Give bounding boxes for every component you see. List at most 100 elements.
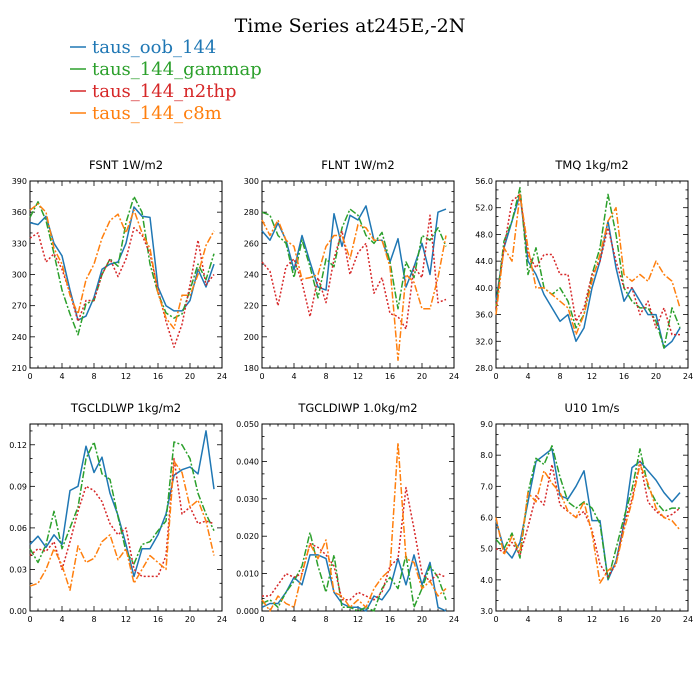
legend-label-taus-oob-144: taus_oob_144 — [92, 37, 216, 58]
series-line-taus-144-c8m — [29, 203, 215, 330]
series-line-taus-144-c8m — [261, 219, 447, 361]
y-tick-label: 240 — [12, 333, 27, 342]
y-tick-label: 300 — [244, 177, 259, 186]
panel-tgcldlwp: TGCLDLWP 1kg/m2 0 4 8 12 16 20 24 0.00 0.03 0.06 0.… — [9, 401, 227, 624]
y-tick-label: 32.0 — [475, 337, 493, 346]
x-tick-label: 20 — [651, 372, 661, 381]
y-tick-label: 0.06 — [9, 524, 27, 533]
x-tick-label: 0 — [27, 372, 32, 381]
x-tick-label: 20 — [417, 372, 427, 381]
x-tick-label: 16 — [385, 615, 395, 624]
x-tick-label: 8 — [557, 372, 562, 381]
x-tick-label: 24 — [683, 372, 693, 381]
y-tick-label: 44.0 — [475, 257, 493, 266]
panel-tmq: TMQ 1kg/m2 0 4 8 12 16 20 24 28.0 32.0 36.0 40.0 44.… — [475, 158, 693, 381]
y-tick-label: 0.030 — [236, 495, 259, 504]
x-tick-label: 8 — [91, 615, 96, 624]
x-tick-label: 4 — [525, 372, 530, 381]
x-tick-label: 0 — [259, 615, 264, 624]
x-tick-label: 4 — [59, 372, 64, 381]
panel-title-flnt: FLNT 1W/m2 — [321, 158, 394, 172]
y-tick-label: 390 — [12, 177, 27, 186]
x-tick-label: 24 — [449, 372, 459, 381]
chart-panels: FSNT 1W/m20 4 8 12 16 20 242102402703003303603… — [9, 158, 693, 624]
y-tick-label: 56.0 — [475, 177, 493, 186]
panel-fsnt: FSNT 1W/m2 0 4 8 12 16 20 24 210 240 270 300 330 360 3… — [12, 158, 227, 381]
series-line-taus-144-gammap — [29, 441, 215, 565]
series-line-taus-144-c8m — [261, 441, 447, 612]
plot-frame — [29, 423, 223, 612]
x-tick-label: 8 — [323, 615, 328, 624]
y-tick-label: 5.0 — [480, 545, 493, 554]
y-tick-label: 270 — [12, 302, 27, 311]
series-line-taus-oob-144 — [495, 193, 681, 349]
y-tick-label: 6.0 — [480, 514, 493, 523]
x-tick-label: 4 — [291, 372, 296, 381]
series-line-taus-144-n2thp — [495, 460, 681, 578]
y-tick-label: 8.0 — [480, 451, 493, 460]
series-line-taus-oob-144 — [495, 448, 681, 581]
y-tick-label: 3.0 — [480, 607, 493, 616]
panel-flnt: FLNT 1W/m2 0 4 8 12 16 20 24 180 200 220 240 260 280 3… — [244, 158, 459, 381]
x-tick-label: 4 — [525, 615, 530, 624]
y-tick-label: 36.0 — [475, 311, 493, 320]
panel-u10: U10 1m/s 0 4 8 12 16 20 24 3.0 4.0 5.0 6.0 7.0 8.0 9.0 — [480, 401, 693, 624]
x-tick-label: 16 — [153, 372, 163, 381]
series-line-taus-144-gammap — [261, 208, 447, 310]
x-tick-label: 20 — [185, 372, 195, 381]
legend-label-taus-144-n2thp: taus_144_n2thp — [92, 81, 237, 102]
panel-title-tmq: TMQ 1kg/m2 — [554, 158, 628, 172]
panel-title-fsnt: FSNT 1W/m2 — [89, 158, 163, 172]
series-line-taus-144-gammap — [495, 445, 680, 581]
figure-title: Time Series at245E,-2N — [235, 15, 466, 37]
y-tick-label: 180 — [244, 364, 259, 373]
y-tick-label: 280 — [244, 208, 259, 217]
y-tick-label: 220 — [244, 302, 259, 311]
panel-tgcldiwp: TGCLDIWP 1.0kg/m2 0 4 8 12 16 20 24 0.000 0.010 0.… — [236, 401, 459, 624]
y-tick-label: 9.0 — [480, 420, 493, 429]
series-line-taus-144-c8m — [29, 460, 215, 591]
y-tick-label: 0.12 — [9, 441, 27, 450]
panel-title-tgcldlwp: TGCLDLWP 1kg/m2 — [70, 401, 181, 415]
y-tick-label: 0.050 — [236, 420, 259, 429]
x-tick-label: 4 — [291, 615, 296, 624]
series-line-taus-144-gammap — [495, 186, 681, 349]
y-tick-label: 200 — [244, 333, 259, 342]
x-tick-label: 0 — [27, 615, 32, 624]
y-tick-label: 7.0 — [480, 482, 493, 491]
y-tick-label: 0.000 — [236, 607, 259, 616]
x-tick-label: 16 — [619, 372, 629, 381]
x-tick-label: 4 — [59, 615, 64, 624]
x-tick-label: 24 — [217, 372, 227, 381]
y-tick-label: 0.09 — [9, 482, 27, 491]
series-line-taus-144-c8m — [495, 463, 681, 584]
x-tick-label: 12 — [353, 615, 363, 624]
panel-title-tgcldiwp: TGCLDIWP 1.0kg/m2 — [297, 401, 417, 415]
plot-frame — [261, 180, 455, 369]
y-tick-label: 52.0 — [475, 204, 493, 213]
series-line-taus-144-n2thp — [261, 214, 447, 330]
series-line-taus-oob-144 — [261, 205, 447, 291]
y-tick-label: 260 — [244, 239, 259, 248]
x-tick-label: 12 — [587, 372, 597, 381]
y-tick-label: 300 — [12, 271, 27, 280]
series-line-taus-144-n2thp — [29, 227, 215, 348]
y-tick-label: 210 — [12, 364, 27, 373]
x-tick-label: 8 — [91, 372, 96, 381]
x-tick-label: 20 — [185, 615, 195, 624]
series-line-taus-144-n2thp — [262, 486, 447, 601]
series-line-taus-oob-144 — [261, 554, 447, 612]
y-tick-label: 28.0 — [475, 364, 493, 373]
series-line-taus-144-gammap — [261, 531, 447, 612]
y-tick-label: 0.040 — [236, 457, 259, 466]
series-line-taus-144-n2thp — [29, 457, 215, 578]
legend: taus_oob_144 taus_144_gammap taus_144_n2… — [70, 37, 262, 124]
series-line-taus-oob-144 — [29, 430, 215, 578]
y-tick-label: 0.010 — [236, 570, 259, 579]
x-tick-label: 12 — [121, 372, 131, 381]
series-line-taus-144-c8m — [495, 193, 681, 336]
x-tick-label: 0 — [493, 372, 498, 381]
x-tick-label: 20 — [651, 615, 661, 624]
series-line-taus-144-n2thp — [495, 193, 680, 336]
